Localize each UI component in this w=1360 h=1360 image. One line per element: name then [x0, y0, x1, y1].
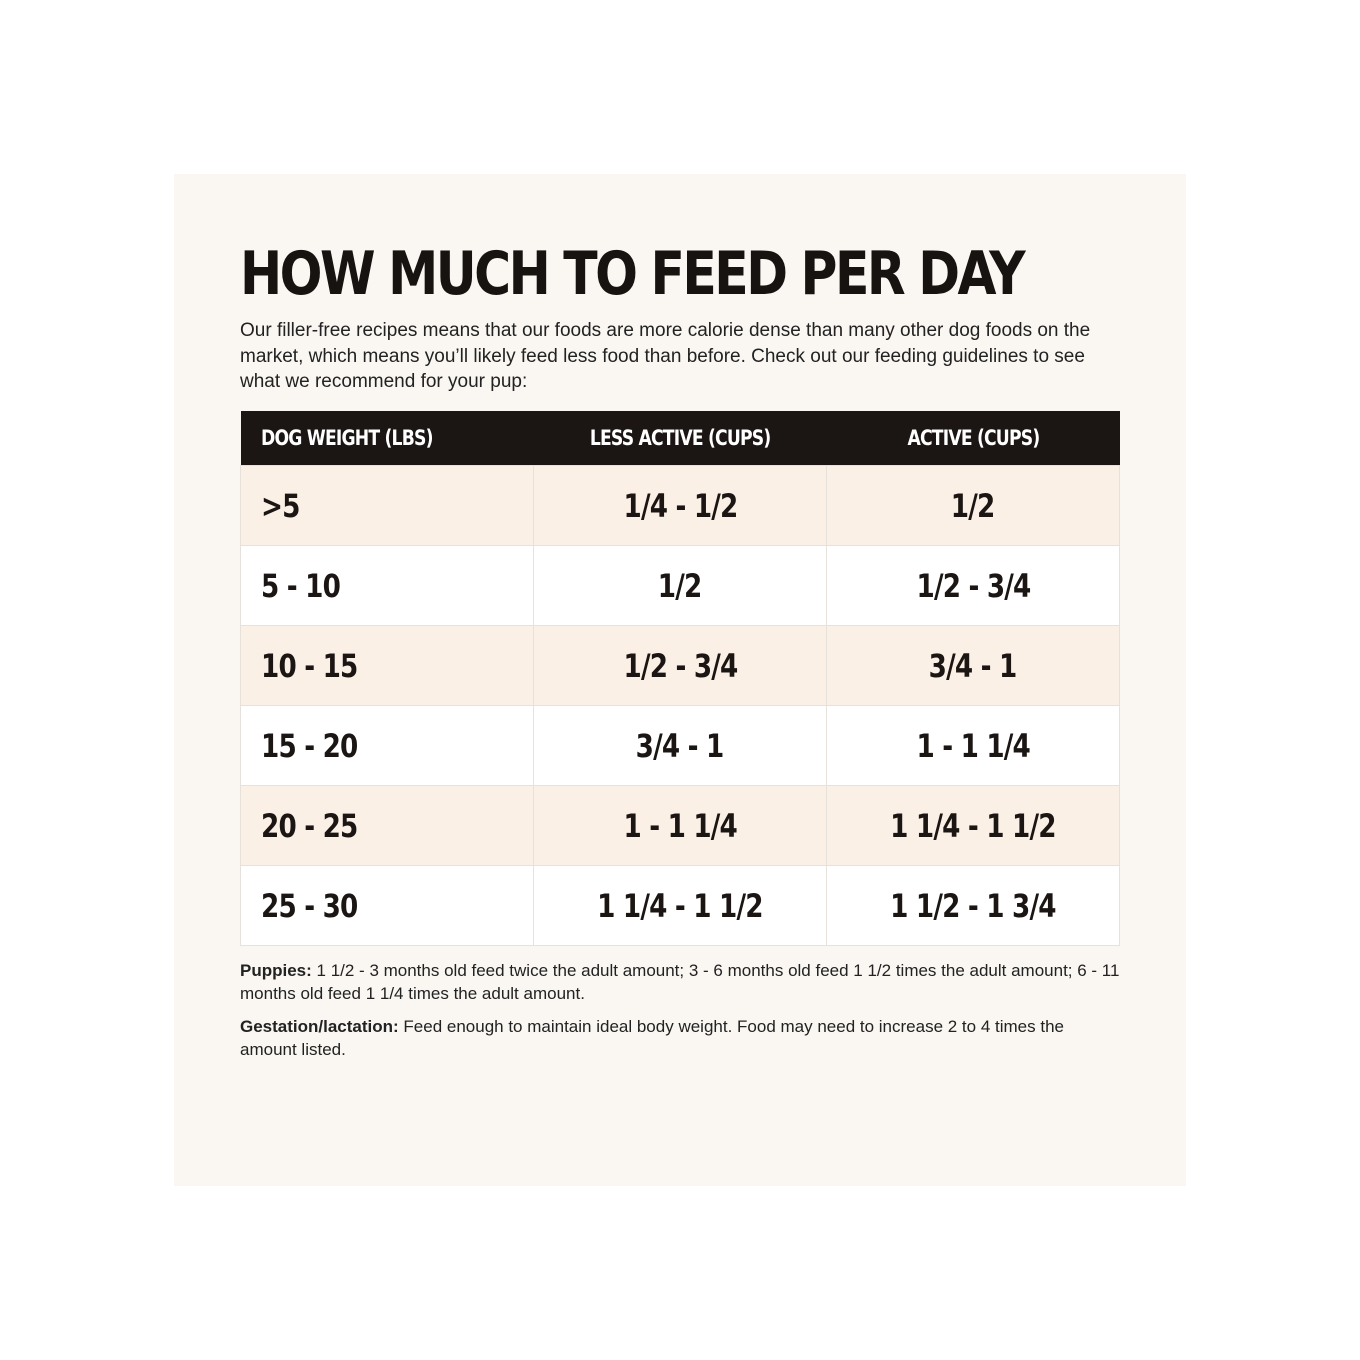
- cell-less-active: 1 1/4 - 1 1/2: [533, 865, 827, 946]
- cell-weight: 15 - 20: [240, 705, 534, 786]
- cell-active: 1 1/2 - 1 3/4: [826, 865, 1120, 946]
- table-row: >5 1/4 - 1/2 1/2: [240, 465, 1120, 546]
- cell-less-active: 3/4 - 1: [533, 705, 827, 786]
- cell-active: 3/4 - 1: [826, 625, 1120, 706]
- table-row: 25 - 30 1 1/4 - 1 1/2 1 1/2 - 1 3/4: [240, 865, 1120, 946]
- cell-weight: 25 - 30: [240, 865, 534, 946]
- table-row: 15 - 20 3/4 - 1 1 - 1 1/4: [240, 705, 1120, 786]
- table-row: 20 - 25 1 - 1 1/4 1 1/4 - 1 1/2: [240, 785, 1120, 866]
- cell-less-active: 1/2 - 3/4: [533, 625, 827, 706]
- cell-weight: 5 - 10: [240, 545, 534, 626]
- cell-weight: 10 - 15: [240, 625, 534, 706]
- cell-weight: >5: [240, 465, 534, 546]
- table-header-row: DOG WEIGHT (LBS) LESS ACTIVE (CUPS) ACTI…: [240, 411, 1120, 466]
- cell-less-active: 1/4 - 1/2: [533, 465, 827, 546]
- cell-active: 1 1/4 - 1 1/2: [826, 785, 1120, 866]
- intro-paragraph: Our filler-free recipes means that our f…: [240, 320, 1091, 392]
- table-row: 10 - 15 1/2 - 3/4 3/4 - 1: [240, 625, 1120, 706]
- gestation-label: Gestation/lactation:: [240, 1017, 399, 1036]
- feeding-guide-card: HOW MUCH TO FEED PER DAY Our filler-free…: [174, 174, 1186, 1186]
- page-title: HOW MUCH TO FEED PER DAY: [240, 239, 1026, 309]
- cell-active: 1 - 1 1/4: [826, 705, 1120, 786]
- header-active: ACTIVE (CUPS): [826, 411, 1120, 466]
- puppies-label: Puppies:: [240, 961, 312, 980]
- puppies-text: 1 1/2 - 3 months old feed twice the adul…: [240, 961, 1120, 1003]
- gestation-text: Feed enough to maintain ideal body weigh…: [240, 1017, 1064, 1059]
- feeding-table: DOG WEIGHT (LBS) LESS ACTIVE (CUPS) ACTI…: [240, 411, 1120, 946]
- cell-active: 1/2: [826, 465, 1120, 546]
- cell-active: 1/2 - 3/4: [826, 545, 1120, 626]
- cell-weight: 20 - 25: [240, 785, 534, 866]
- cell-less-active: 1 - 1 1/4: [533, 785, 827, 866]
- gestation-note: Gestation/lactation: Feed enough to main…: [240, 1015, 1120, 1061]
- cell-less-active: 1/2: [533, 545, 827, 626]
- table-row: 5 - 10 1/2 1/2 - 3/4: [240, 545, 1120, 626]
- header-less-active: LESS ACTIVE (CUPS): [533, 411, 827, 466]
- puppies-note: Puppies: 1 1/2 - 3 months old feed twice…: [240, 959, 1120, 1005]
- header-dog-weight: DOG WEIGHT (LBS): [240, 411, 534, 466]
